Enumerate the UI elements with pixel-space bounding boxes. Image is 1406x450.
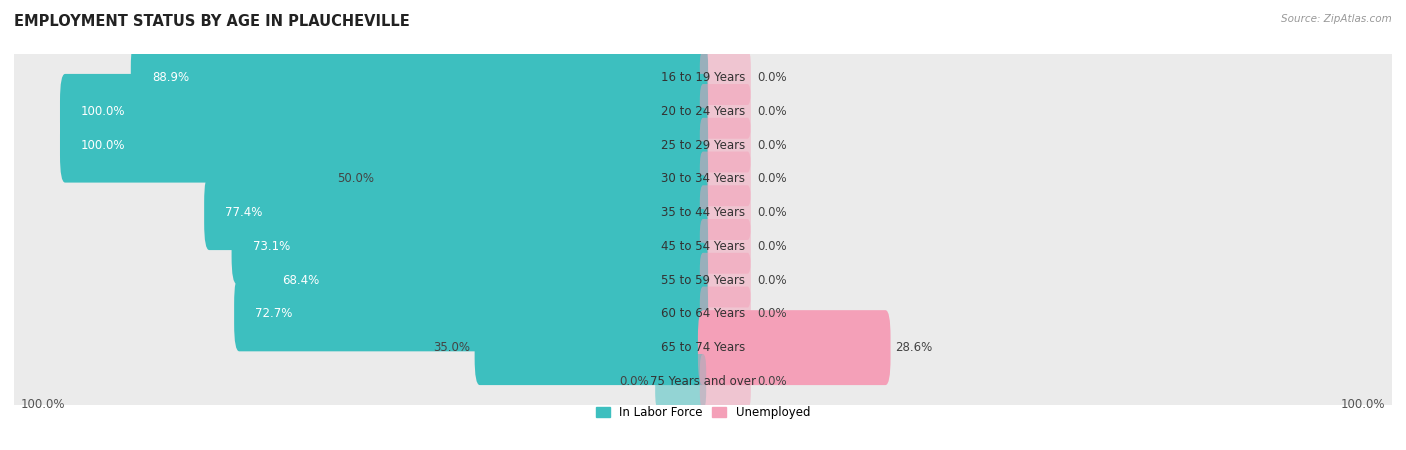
FancyBboxPatch shape [262, 243, 709, 318]
Text: 0.0%: 0.0% [758, 71, 787, 84]
Text: 55 to 59 Years: 55 to 59 Years [661, 274, 745, 287]
FancyBboxPatch shape [204, 175, 709, 250]
Text: 75 Years and over: 75 Years and over [650, 375, 756, 388]
FancyBboxPatch shape [13, 17, 1393, 138]
FancyBboxPatch shape [232, 209, 709, 284]
FancyBboxPatch shape [655, 354, 706, 409]
FancyBboxPatch shape [13, 253, 1393, 374]
Text: 16 to 19 Years: 16 to 19 Years [661, 71, 745, 84]
FancyBboxPatch shape [13, 51, 1393, 172]
FancyBboxPatch shape [13, 287, 1393, 408]
FancyBboxPatch shape [13, 186, 1393, 307]
FancyBboxPatch shape [700, 253, 751, 307]
Text: 35.0%: 35.0% [433, 341, 470, 354]
FancyBboxPatch shape [700, 84, 751, 139]
FancyBboxPatch shape [700, 219, 751, 274]
Text: 50.0%: 50.0% [337, 172, 374, 185]
Text: EMPLOYMENT STATUS BY AGE IN PLAUCHEVILLE: EMPLOYMENT STATUS BY AGE IN PLAUCHEVILLE [14, 14, 409, 28]
FancyBboxPatch shape [60, 108, 709, 183]
FancyBboxPatch shape [13, 118, 1393, 239]
FancyBboxPatch shape [700, 185, 751, 240]
Text: 0.0%: 0.0% [619, 375, 648, 388]
FancyBboxPatch shape [475, 310, 709, 385]
Text: 73.1%: 73.1% [253, 240, 290, 253]
Text: 65 to 74 Years: 65 to 74 Years [661, 341, 745, 354]
FancyBboxPatch shape [697, 310, 890, 385]
Text: 72.7%: 72.7% [256, 307, 292, 320]
FancyBboxPatch shape [700, 152, 751, 206]
Text: 25 to 29 Years: 25 to 29 Years [661, 139, 745, 152]
FancyBboxPatch shape [13, 321, 1393, 442]
Text: Source: ZipAtlas.com: Source: ZipAtlas.com [1281, 14, 1392, 23]
Text: 0.0%: 0.0% [758, 172, 787, 185]
Text: 68.4%: 68.4% [283, 274, 321, 287]
Text: 0.0%: 0.0% [758, 240, 787, 253]
FancyBboxPatch shape [380, 141, 709, 216]
FancyBboxPatch shape [235, 276, 709, 351]
FancyBboxPatch shape [13, 152, 1393, 273]
Text: 100.0%: 100.0% [82, 139, 125, 152]
FancyBboxPatch shape [700, 50, 751, 105]
Text: 100.0%: 100.0% [82, 105, 125, 118]
FancyBboxPatch shape [700, 354, 751, 409]
Text: 45 to 54 Years: 45 to 54 Years [661, 240, 745, 253]
FancyBboxPatch shape [13, 85, 1393, 206]
Text: 0.0%: 0.0% [758, 375, 787, 388]
Text: 35 to 44 Years: 35 to 44 Years [661, 206, 745, 219]
Text: 100.0%: 100.0% [1341, 398, 1385, 411]
Text: 100.0%: 100.0% [21, 398, 65, 411]
Text: 20 to 24 Years: 20 to 24 Years [661, 105, 745, 118]
FancyBboxPatch shape [700, 118, 751, 172]
Text: 0.0%: 0.0% [758, 206, 787, 219]
Legend: In Labor Force, Unemployed: In Labor Force, Unemployed [591, 401, 815, 423]
Text: 0.0%: 0.0% [758, 139, 787, 152]
FancyBboxPatch shape [700, 287, 751, 341]
Text: 0.0%: 0.0% [758, 307, 787, 320]
Text: 28.6%: 28.6% [896, 341, 932, 354]
Text: 88.9%: 88.9% [152, 71, 188, 84]
FancyBboxPatch shape [131, 40, 709, 115]
FancyBboxPatch shape [13, 220, 1393, 341]
Text: 60 to 64 Years: 60 to 64 Years [661, 307, 745, 320]
Text: 0.0%: 0.0% [758, 105, 787, 118]
FancyBboxPatch shape [60, 74, 709, 149]
Text: 30 to 34 Years: 30 to 34 Years [661, 172, 745, 185]
Text: 0.0%: 0.0% [758, 274, 787, 287]
Text: 77.4%: 77.4% [225, 206, 263, 219]
